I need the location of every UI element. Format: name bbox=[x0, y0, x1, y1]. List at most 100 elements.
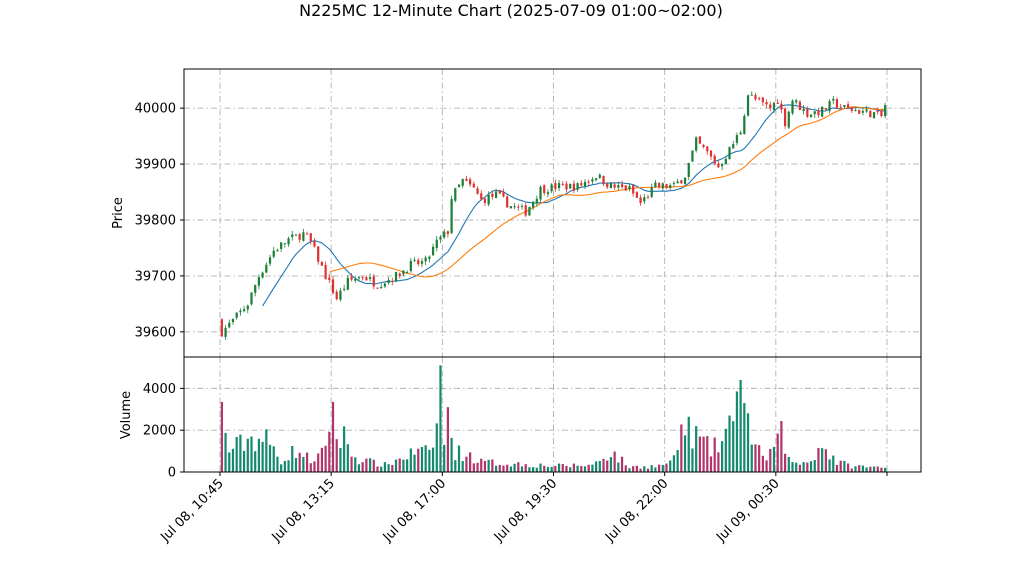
volume-bar bbox=[720, 441, 724, 472]
volume-bar bbox=[609, 457, 613, 472]
volume-bar bbox=[876, 466, 879, 472]
candle-body bbox=[595, 178, 598, 181]
volume-bar bbox=[724, 428, 727, 472]
volume-bar bbox=[817, 447, 820, 472]
candle-body bbox=[865, 109, 868, 112]
candle-body bbox=[472, 183, 475, 188]
candle-body bbox=[602, 175, 605, 185]
volume-bar bbox=[528, 467, 531, 472]
volume-bar bbox=[728, 415, 731, 472]
volume-bar bbox=[683, 435, 687, 472]
candle-body bbox=[772, 102, 776, 110]
volume-bar bbox=[832, 455, 835, 472]
candle-body bbox=[709, 150, 713, 157]
candle-body bbox=[635, 192, 638, 198]
volume-bar bbox=[735, 391, 739, 472]
price-tick-label: 40000 bbox=[135, 102, 176, 117]
x-tick-label: Jul 08, 19:30 bbox=[491, 476, 560, 545]
candle-body bbox=[569, 183, 572, 189]
price-candles bbox=[220, 91, 887, 340]
candle-body bbox=[339, 290, 342, 300]
volume-bar bbox=[261, 441, 264, 472]
candle-body bbox=[391, 280, 394, 282]
price-tick-label: 39700 bbox=[135, 269, 176, 284]
volume-bar bbox=[328, 431, 331, 472]
volume-bar bbox=[317, 453, 320, 472]
volume-bar bbox=[843, 460, 846, 472]
candle-body bbox=[587, 181, 590, 183]
volume-bar bbox=[220, 401, 223, 472]
candle-body bbox=[650, 187, 653, 197]
candle-body bbox=[795, 100, 798, 103]
price-tick-label: 39900 bbox=[135, 158, 176, 173]
volume-bar bbox=[761, 455, 764, 472]
candle-body bbox=[783, 108, 787, 127]
candle-body bbox=[424, 257, 427, 262]
volume-bar bbox=[580, 465, 583, 472]
candle-body bbox=[702, 144, 705, 147]
candle-body bbox=[487, 194, 490, 205]
volume-bar bbox=[424, 445, 427, 472]
volume-bar bbox=[717, 452, 720, 472]
candle-body bbox=[591, 179, 594, 182]
candle-body bbox=[413, 259, 416, 261]
candle-body bbox=[620, 184, 624, 188]
volume-bar bbox=[461, 461, 464, 472]
volume-bar bbox=[672, 455, 676, 472]
volume-bar bbox=[746, 413, 750, 472]
volume-bar bbox=[846, 463, 850, 472]
volume-bar bbox=[480, 458, 483, 472]
candle-body bbox=[739, 132, 742, 135]
candle-body bbox=[824, 108, 827, 110]
volume-bar bbox=[765, 460, 768, 472]
candle-body bbox=[821, 107, 824, 117]
candle-body bbox=[298, 234, 301, 240]
volume-bar bbox=[383, 462, 387, 472]
volume-bar bbox=[520, 466, 524, 472]
volume-bar bbox=[350, 456, 353, 472]
volume-bar bbox=[368, 458, 372, 472]
candle-body bbox=[402, 270, 405, 275]
price-panel-background bbox=[184, 69, 921, 357]
volume-bar bbox=[702, 436, 705, 472]
candle-body bbox=[798, 101, 802, 111]
candle-body bbox=[765, 102, 768, 105]
candle-body bbox=[457, 184, 461, 187]
volume-bar bbox=[758, 445, 761, 472]
volume-bar bbox=[231, 448, 235, 472]
volume-bar bbox=[305, 452, 309, 472]
x-tick-label: Jul 08, 22:00 bbox=[602, 476, 671, 545]
volume-bar bbox=[776, 433, 779, 472]
volume-bar bbox=[798, 464, 802, 472]
volume-bar bbox=[498, 464, 501, 472]
volume-bar bbox=[787, 456, 790, 472]
volume-bar bbox=[324, 445, 327, 472]
x-tick-label: Jul 08, 17:00 bbox=[380, 476, 449, 545]
volume-bar bbox=[298, 452, 301, 472]
candle-body bbox=[672, 182, 676, 184]
volume-bar bbox=[706, 436, 709, 472]
volume-bar bbox=[872, 466, 876, 472]
volume-bar bbox=[602, 458, 605, 472]
candle-body bbox=[257, 277, 261, 286]
candle-body bbox=[746, 95, 750, 116]
candle-body bbox=[283, 243, 286, 245]
candle-body bbox=[502, 192, 505, 197]
candle-body bbox=[791, 100, 794, 114]
candle-body bbox=[683, 177, 687, 184]
volume-bar bbox=[639, 468, 642, 472]
volume-bar bbox=[398, 458, 401, 472]
volume-y-axis-label: Volume bbox=[119, 391, 134, 439]
volume-bar bbox=[268, 444, 272, 472]
volume-bar bbox=[583, 466, 587, 472]
candle-body bbox=[565, 183, 568, 190]
candle-body bbox=[691, 150, 694, 162]
candle-body bbox=[780, 103, 783, 110]
candle-body bbox=[250, 292, 253, 305]
volume-bar bbox=[228, 452, 231, 472]
volume-bar bbox=[554, 466, 557, 472]
candle-body bbox=[550, 184, 553, 192]
volume-bar bbox=[572, 463, 575, 472]
volume-bar bbox=[691, 448, 694, 472]
volume-bar bbox=[550, 466, 553, 472]
